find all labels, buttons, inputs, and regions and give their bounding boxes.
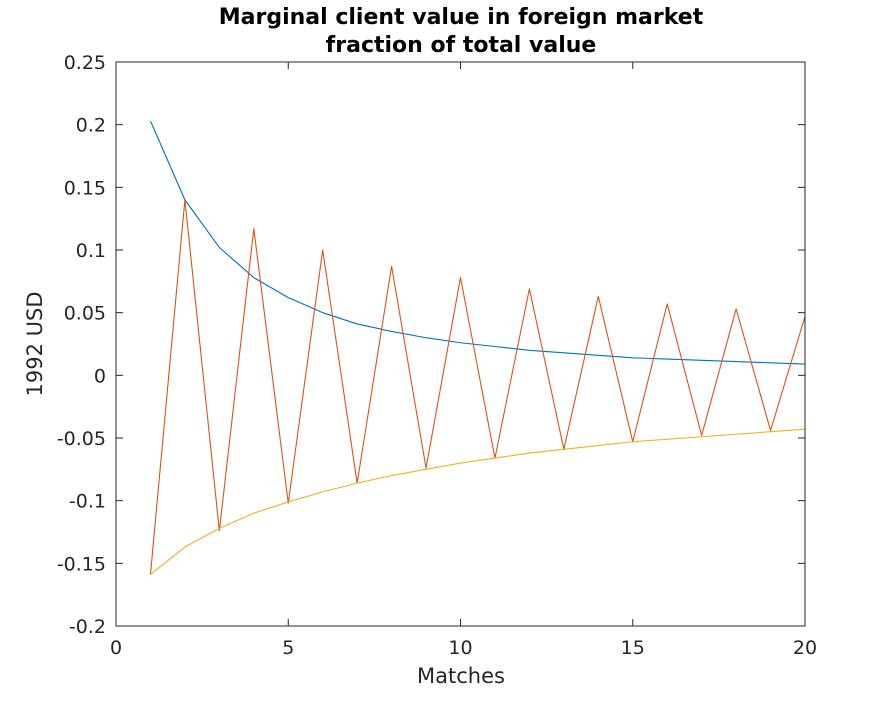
chart-title-line-1: Marginal client value in foreign market	[219, 5, 704, 30]
series-line-1	[149, 120, 806, 365]
y-tick-label: -0.2	[69, 616, 106, 638]
x-axis-label: Matches	[417, 664, 505, 688]
series-line-3	[150, 428, 806, 576]
plot-area-frame	[115, 61, 806, 627]
x-tick-label: 10	[448, 637, 472, 659]
y-tick-label: -0.15	[57, 553, 106, 575]
y-tick-label: 0	[94, 365, 106, 387]
y-tick-label: 0.25	[64, 52, 106, 74]
y-axis-label: 1992 USD	[23, 292, 47, 397]
series-layer	[149, 120, 806, 576]
chart-title-line-2: fraction of total value	[326, 33, 597, 58]
y-tick-label: 0.05	[64, 303, 106, 325]
x-tick-label: 0	[110, 637, 122, 659]
series-line-2	[149, 199, 806, 575]
y-tick-label: 0.2	[76, 115, 106, 137]
y-tick-label: 0.15	[64, 177, 106, 199]
x-tick-label: 20	[793, 637, 817, 659]
y-tick-label: -0.05	[57, 428, 106, 450]
y-tick-label: -0.1	[69, 491, 106, 513]
x-tick-label: 15	[621, 637, 645, 659]
x-tick-label: 5	[282, 637, 294, 659]
y-tick-label: 0.1	[76, 240, 106, 262]
ticks-layer: 0 5 10 15 20 -0.2 -0.15 -0.1 -0.05 0 0.05 0.1 0.15 0.…	[57, 52, 817, 659]
